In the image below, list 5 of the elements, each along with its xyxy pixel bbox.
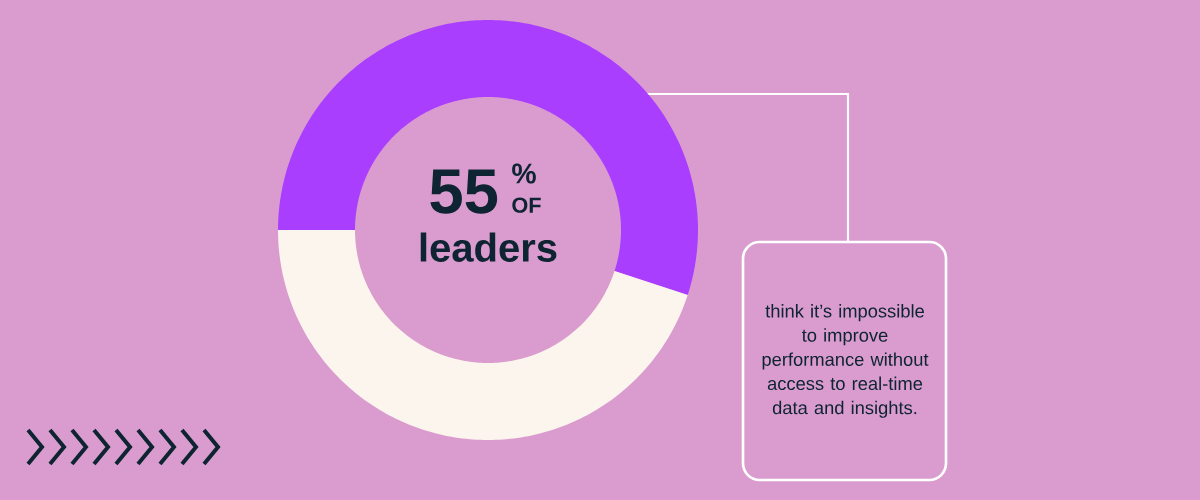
text: % — [512, 163, 536, 184]
text: 55 — [430, 169, 498, 214]
text: leaders — [420, 232, 557, 262]
text: think it’s impossible to improve performance without access to real-time data and insights. — [762, 304, 929, 418]
text: OF — [512, 197, 541, 213]
